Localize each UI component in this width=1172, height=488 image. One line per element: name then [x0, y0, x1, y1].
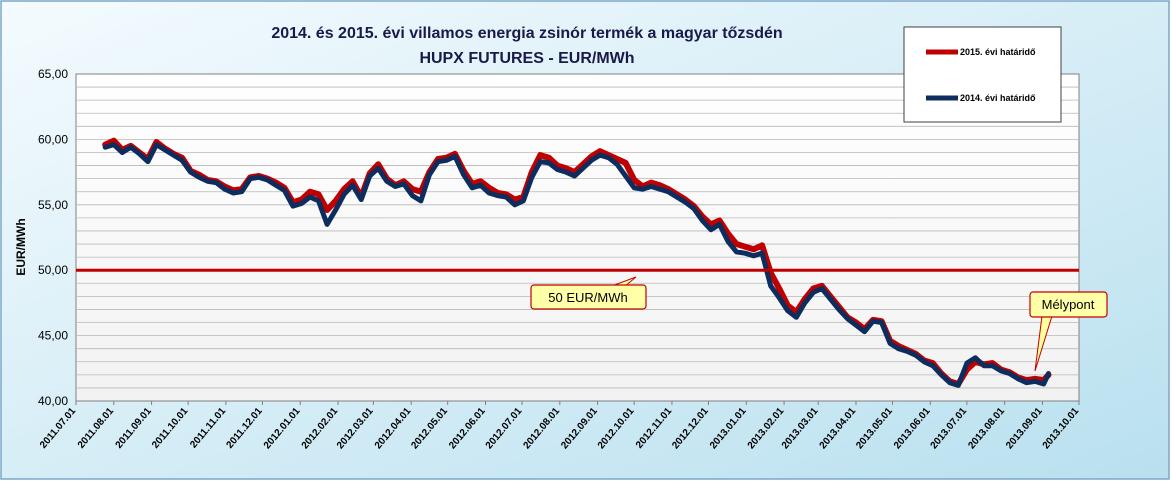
y-tick-label: 55,00	[38, 198, 68, 212]
y-tick-label: 45,00	[38, 329, 68, 343]
minimum-callout: Mélypont	[1029, 291, 1108, 372]
reference-callout-label: 50 EUR/MWh	[548, 290, 627, 305]
legend: 2015. évi határidő 2014. évi határidő	[903, 26, 1062, 123]
plot-area	[75, 73, 1080, 402]
y-tick-label: 50,00	[38, 263, 68, 277]
series-lines	[102, 137, 1052, 388]
minimum-callout-label: Mélypont	[1042, 297, 1095, 312]
y-axis-label: EUR/MWh	[14, 218, 28, 275]
legend-box	[903, 26, 1062, 123]
series-line-2014	[102, 142, 1051, 388]
y-tick-labels: 40,00 45,00 50,00 55,00 60,00 65,00	[38, 67, 68, 408]
legend-label-2014: 2014. évi határidő	[960, 93, 1036, 103]
y-tick-label: 65,00	[38, 67, 68, 81]
y-tick-label: 40,00	[38, 394, 68, 408]
y-tick-label: 60,00	[38, 132, 68, 146]
reference-callout-box	[530, 284, 647, 310]
reference-callout: 50 EUR/MWh	[530, 276, 647, 310]
legend-label-2015: 2015. évi határidő	[960, 47, 1036, 57]
chart-title: 2014. és 2015. évi villamos energia zsin…	[271, 25, 782, 42]
chart-subtitle: HUPX FUTURES - EUR/MWh	[419, 50, 634, 67]
minimum-callout-box	[1029, 291, 1108, 318]
